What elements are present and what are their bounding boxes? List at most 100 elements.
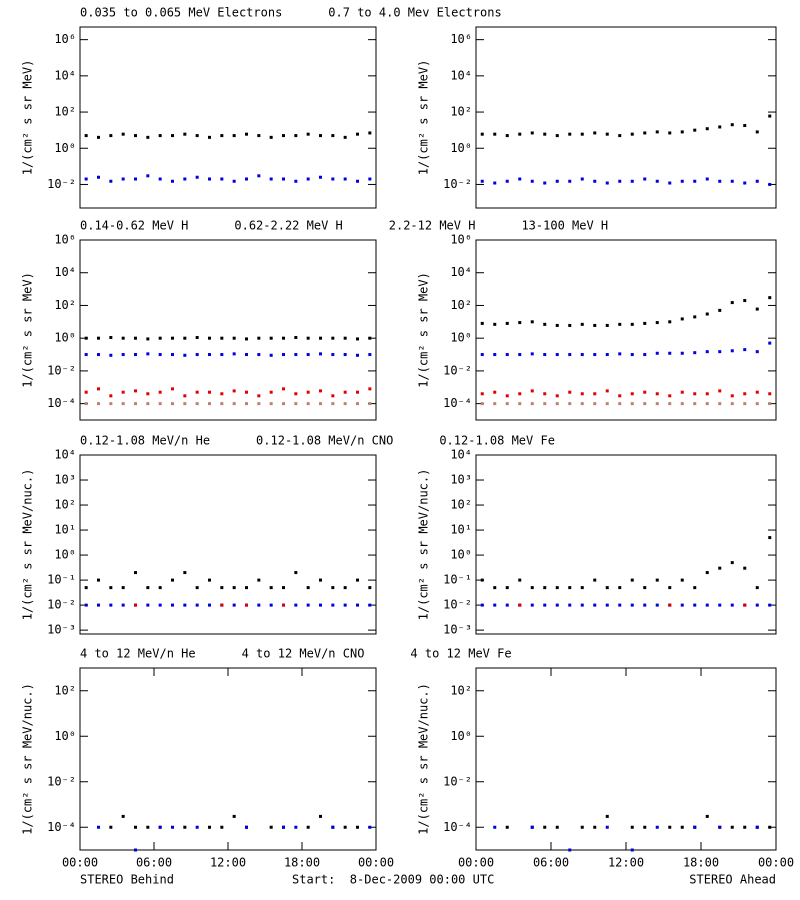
data-point [343,177,347,181]
data-point [705,571,709,575]
data-point [195,353,199,357]
data-point [331,394,335,398]
data-point [743,299,747,303]
data-point [568,323,572,327]
data-point [480,132,484,136]
data-point [343,402,347,406]
data-point [121,336,125,340]
y-tick-label: 10⁰ [54,331,76,345]
data-point [743,566,747,570]
data-point [505,825,509,829]
data-point [183,132,187,136]
data-point [232,134,236,138]
data-point [306,132,310,136]
data-point [768,825,772,829]
data-point [505,179,509,183]
x-tick-label: 06:00 [136,856,172,870]
y-tick-label: 10⁻⁴ [443,820,472,834]
data-point [257,578,261,582]
data-point [755,307,759,311]
data-point [768,536,772,540]
data-point [245,390,248,394]
data-point [505,394,509,398]
data-point [755,825,759,829]
data-point [232,603,236,607]
data-point [593,825,597,829]
legend-entry: 13-100 MeV H [521,219,608,233]
data-point [555,603,559,607]
y-tick-label: 10² [450,498,472,512]
data-point [331,825,335,829]
data-point [518,132,522,136]
data-point [480,321,484,325]
data-point [208,135,211,139]
plot-frame [79,667,377,851]
data-point [319,352,322,356]
y-tick-label: 10² [54,683,76,697]
data-point [705,177,709,181]
data-point [768,392,772,396]
data-point [183,571,187,575]
data-point [282,586,285,590]
data-point [705,392,709,396]
data-point [158,353,162,357]
y-axis-label: 1/(cm² s sr MeV/nuc.) [417,469,431,621]
data-point [195,336,199,340]
data-point [282,387,285,391]
y-tick-label: 10⁶ [54,32,76,46]
data-point [505,134,509,138]
y-tick-label: 10⁰ [54,729,76,743]
data-point [84,603,88,607]
data-point [643,131,647,135]
x-tick-label: 18:00 [284,856,320,870]
y-tick-label: 10⁻³ [443,623,472,637]
data-point [705,350,709,354]
data-point [257,603,261,607]
y-tick-label: 10⁰ [54,548,76,562]
data-point [134,825,137,829]
data-point [208,825,211,829]
data-point [158,390,162,394]
data-point [183,394,187,398]
data-point [518,353,522,357]
data-point [294,336,298,340]
data-point [568,603,572,607]
data-point [319,603,322,607]
data-point [294,402,298,406]
data-point [580,322,584,326]
data-point [693,315,697,319]
data-point [730,179,734,183]
data-point [730,825,734,829]
data-point [356,402,359,406]
data-point [294,392,298,396]
data-point [171,353,174,357]
y-tick-label: 10⁻² [47,177,76,191]
data-point [257,336,261,340]
footer-left: STEREO Behind [80,873,174,887]
data-point [668,402,672,406]
data-point [555,353,559,357]
data-point [282,603,285,607]
data-point [134,603,137,607]
data-point [668,825,672,829]
data-point [245,825,248,829]
data-point [294,353,298,357]
data-point [643,353,647,357]
y-axis-label: 1/(cm² s sr MeV/nuc.) [21,469,35,621]
data-point [97,402,100,406]
legend-entry: 4 to 12 MeV/n CNO [242,647,365,661]
data-point [294,603,298,607]
data-point [331,603,335,607]
data-point [530,179,534,183]
footer-right: STEREO Ahead [689,873,776,887]
data-point [605,181,609,185]
data-point [593,323,597,327]
data-point [356,603,359,607]
data-point [97,387,100,391]
data-point [768,341,772,345]
data-point [630,392,634,396]
data-point [543,392,547,396]
legend-entry: 4 to 12 MeV Fe [410,647,511,661]
data-point [269,390,273,394]
data-point [269,135,273,139]
